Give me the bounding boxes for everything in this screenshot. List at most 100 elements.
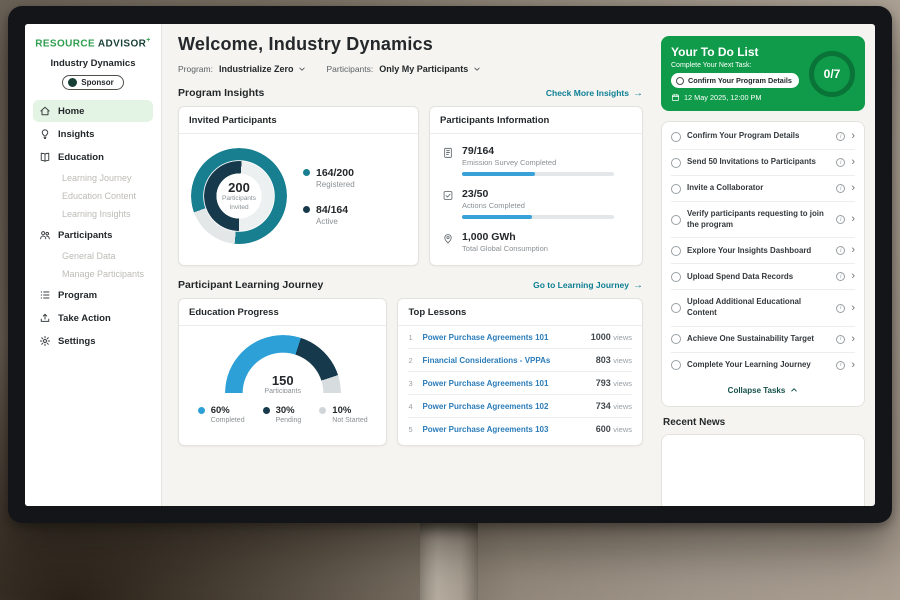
chevron-right-icon[interactable]: › bbox=[851, 156, 855, 168]
sidebar-item-learning-insights[interactable]: Learning Insights bbox=[33, 205, 153, 223]
task-checkbox[interactable] bbox=[671, 271, 681, 282]
task-checkbox[interactable] bbox=[671, 245, 681, 256]
gear-icon bbox=[39, 335, 51, 347]
recent-news-card bbox=[661, 433, 865, 506]
recent-news-title: Recent News bbox=[663, 416, 726, 428]
chevron-right-icon[interactable]: › bbox=[851, 332, 855, 345]
participants-select[interactable]: Only My Participants bbox=[379, 64, 481, 74]
info-icon[interactable]: i bbox=[836, 246, 846, 256]
donut-ring-active bbox=[204, 161, 274, 231]
task-label: Confirm Your Program Details bbox=[687, 131, 800, 141]
nav-label: Participants bbox=[58, 229, 113, 241]
task-row[interactable]: Invite a Collaborator i › bbox=[671, 176, 855, 202]
info-icon[interactable]: i bbox=[836, 132, 846, 141]
logo-word-resource: RESOURCE bbox=[35, 38, 96, 50]
sidebar-item-insights[interactable]: Insights bbox=[33, 123, 153, 145]
progress-track bbox=[462, 215, 615, 219]
task-row[interactable]: Verify participants requesting to join t… bbox=[671, 202, 855, 239]
lesson-link[interactable]: Power Purchase Agreements 103 bbox=[422, 424, 549, 434]
legend-label: Active bbox=[316, 216, 338, 226]
calendar-icon bbox=[672, 93, 679, 101]
info-icon[interactable]: i bbox=[836, 334, 846, 344]
task-row[interactable]: Achieve One Sustainability Target i › bbox=[671, 327, 855, 353]
sidebar-item-program[interactable]: Program bbox=[33, 284, 153, 306]
chevron-right-icon[interactable]: › bbox=[851, 213, 855, 226]
info-icon[interactable]: i bbox=[836, 158, 846, 167]
sidebar-item-learning-journey[interactable]: Learning Journey bbox=[33, 169, 153, 187]
chevron-right-icon[interactable]: › bbox=[851, 244, 855, 257]
task-checkbox[interactable] bbox=[671, 214, 681, 225]
sidebar-item-settings[interactable]: Settings bbox=[33, 330, 153, 352]
card-title: Top Lessons bbox=[398, 299, 642, 326]
task-row[interactable]: Upload Additional Educational Content i … bbox=[671, 290, 855, 327]
invited-donut-chart: 200 Participants Invited bbox=[191, 148, 287, 244]
program-select-value: Industrialize Zero bbox=[218, 64, 294, 74]
list-icon bbox=[39, 289, 51, 301]
todo-due: 12 May 2025, 12:00 PM bbox=[671, 93, 801, 102]
task-checkbox[interactable] bbox=[671, 183, 681, 194]
program-insights-header: Program Insights Check More Insights → bbox=[178, 87, 643, 99]
task-checkbox-icon bbox=[676, 76, 684, 85]
task-row[interactable]: Send 50 Invitations to Participants i › bbox=[671, 150, 855, 176]
info-icon[interactable]: i bbox=[836, 360, 846, 370]
nav-label: Home bbox=[58, 105, 85, 117]
task-checkbox[interactable] bbox=[671, 157, 681, 168]
sponsor-badge[interactable]: Sponsor bbox=[62, 75, 124, 91]
chevron-right-icon[interactable]: › bbox=[851, 270, 855, 283]
sidebar-item-take-action[interactable]: Take Action bbox=[33, 307, 153, 329]
task-row[interactable]: Upload Spend Data Records i › bbox=[671, 264, 855, 291]
task-row[interactable]: Explore Your Insights Dashboard i › bbox=[671, 238, 855, 265]
program-select[interactable]: Industrialize Zero bbox=[219, 64, 307, 74]
sponsor-label: Sponsor bbox=[81, 78, 114, 88]
legend-value: 10% bbox=[332, 405, 352, 416]
task-checkbox[interactable] bbox=[671, 131, 681, 142]
task-row[interactable]: Complete Your Learning Journey i › bbox=[671, 353, 855, 378]
info-icon[interactable]: i bbox=[836, 303, 846, 313]
sidebar-item-education-content[interactable]: Education Content bbox=[33, 187, 153, 205]
sidebar-item-education[interactable]: Education bbox=[33, 146, 153, 168]
lesson-views: 793 views bbox=[595, 378, 632, 388]
todo-title: Your To Do List bbox=[671, 45, 759, 59]
lesson-link[interactable]: Financial Considerations - VPPAs bbox=[422, 355, 551, 365]
info-icon[interactable]: i bbox=[836, 272, 846, 282]
upload-icon bbox=[39, 312, 51, 324]
next-task-pill[interactable]: Confirm Your Program Details bbox=[671, 73, 799, 88]
sidebar-item-manage-participants[interactable]: Manage Participants bbox=[33, 265, 153, 283]
info-icon[interactable]: i bbox=[836, 215, 846, 225]
sidebar-nav: Home Insights Education Learning Journey bbox=[25, 100, 161, 352]
lesson-link[interactable]: Power Purchase Agreements 101 bbox=[422, 378, 549, 388]
chevron-down-icon bbox=[299, 67, 306, 71]
task-checkbox[interactable] bbox=[671, 360, 681, 371]
task-checkbox[interactable] bbox=[671, 334, 681, 345]
gauge-center-value: 150 bbox=[271, 373, 294, 388]
check-more-insights-link[interactable]: Check More Insights → bbox=[546, 88, 643, 99]
lesson-link[interactable]: Power Purchase Agreements 101 bbox=[422, 332, 549, 342]
sidebar-item-general-data[interactable]: General Data bbox=[33, 247, 153, 265]
chevron-right-icon[interactable]: › bbox=[851, 182, 855, 194]
link-label: Check More Insights bbox=[545, 88, 629, 98]
org-name: Industry Dynamics bbox=[50, 58, 136, 70]
nav-label: Education Content bbox=[62, 191, 137, 202]
app-logo: RESOURCE ADVISOR+ bbox=[25, 37, 161, 49]
lesson-row: 4 Power Purchase Agreements 102 734 view… bbox=[408, 395, 632, 418]
lesson-rank: 4 bbox=[408, 401, 413, 411]
donut-center-label: Participants Invited bbox=[222, 195, 256, 211]
chevron-right-icon[interactable]: › bbox=[851, 358, 855, 371]
lesson-views: 803 views bbox=[595, 355, 632, 365]
task-checkbox[interactable] bbox=[671, 303, 681, 314]
legend-registered: 164/200 Registered bbox=[303, 167, 355, 189]
card-title: Invited Participants bbox=[179, 107, 419, 134]
sidebar-item-participants[interactable]: Participants bbox=[33, 224, 153, 246]
collapse-tasks-button[interactable]: Collapse Tasks bbox=[671, 378, 855, 404]
lesson-link[interactable]: Power Purchase Agreements 102 bbox=[422, 401, 549, 411]
stat-value: 1,000 GWh bbox=[462, 231, 516, 243]
info-icon[interactable]: i bbox=[836, 184, 846, 193]
go-to-learning-journey-link[interactable]: Go to Learning Journey → bbox=[533, 280, 643, 291]
stat-global-consumption: 1,000 GWh Total Global Consumption bbox=[442, 231, 630, 253]
task-row[interactable]: Confirm Your Program Details i › bbox=[671, 124, 855, 150]
chevron-right-icon[interactable]: › bbox=[851, 130, 855, 142]
sidebar-item-home[interactable]: Home bbox=[33, 100, 153, 123]
chevron-right-icon[interactable]: › bbox=[851, 301, 855, 314]
legend-dot bbox=[303, 168, 310, 176]
